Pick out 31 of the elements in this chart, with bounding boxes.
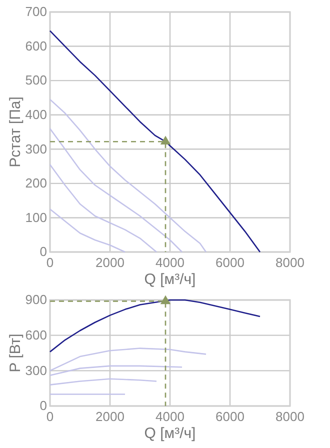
y-tick-label: 300 (25, 362, 47, 378)
y-tick-label: 700 (25, 4, 47, 20)
x-tick-label: 2000 (96, 409, 124, 424)
x-tick-label: 6000 (216, 409, 244, 424)
line-series (49, 30, 261, 253)
y-tick-label: 600 (25, 38, 47, 54)
line-series (49, 365, 183, 376)
x-axis-title: Q [м³/ч] (144, 425, 196, 442)
y-axis-title: Pстат [Па] (7, 96, 24, 168)
y-axis-title: P [Вт] (7, 334, 24, 372)
y-tick-label: 100 (25, 210, 47, 225)
y-tick-label: 0 (40, 244, 47, 260)
y-tick-label: 200 (25, 176, 47, 191)
x-tick-label: 4000 (156, 409, 184, 424)
x-tick-label: 8000 (276, 255, 304, 270)
y-tick-label: 600 (25, 327, 47, 342)
x-tick-label: 8000 (276, 409, 304, 424)
y-tick-label: 900 (25, 292, 47, 308)
line-series (49, 164, 158, 253)
y-tick-label: 400 (25, 107, 47, 122)
y-tick-label: 300 (25, 141, 47, 156)
line-series (49, 208, 126, 253)
x-tick-label: 6000 (216, 255, 244, 270)
line-series (49, 98, 207, 253)
y-tick-label: 500 (25, 72, 47, 88)
x-axis-title: Q [м³/ч] (144, 271, 196, 288)
x-tick-label: 2000 (96, 255, 124, 270)
line-series (49, 348, 207, 372)
y-tick-label: 0 (40, 398, 47, 414)
line-series (49, 128, 183, 253)
x-tick-label: 4000 (156, 255, 184, 270)
